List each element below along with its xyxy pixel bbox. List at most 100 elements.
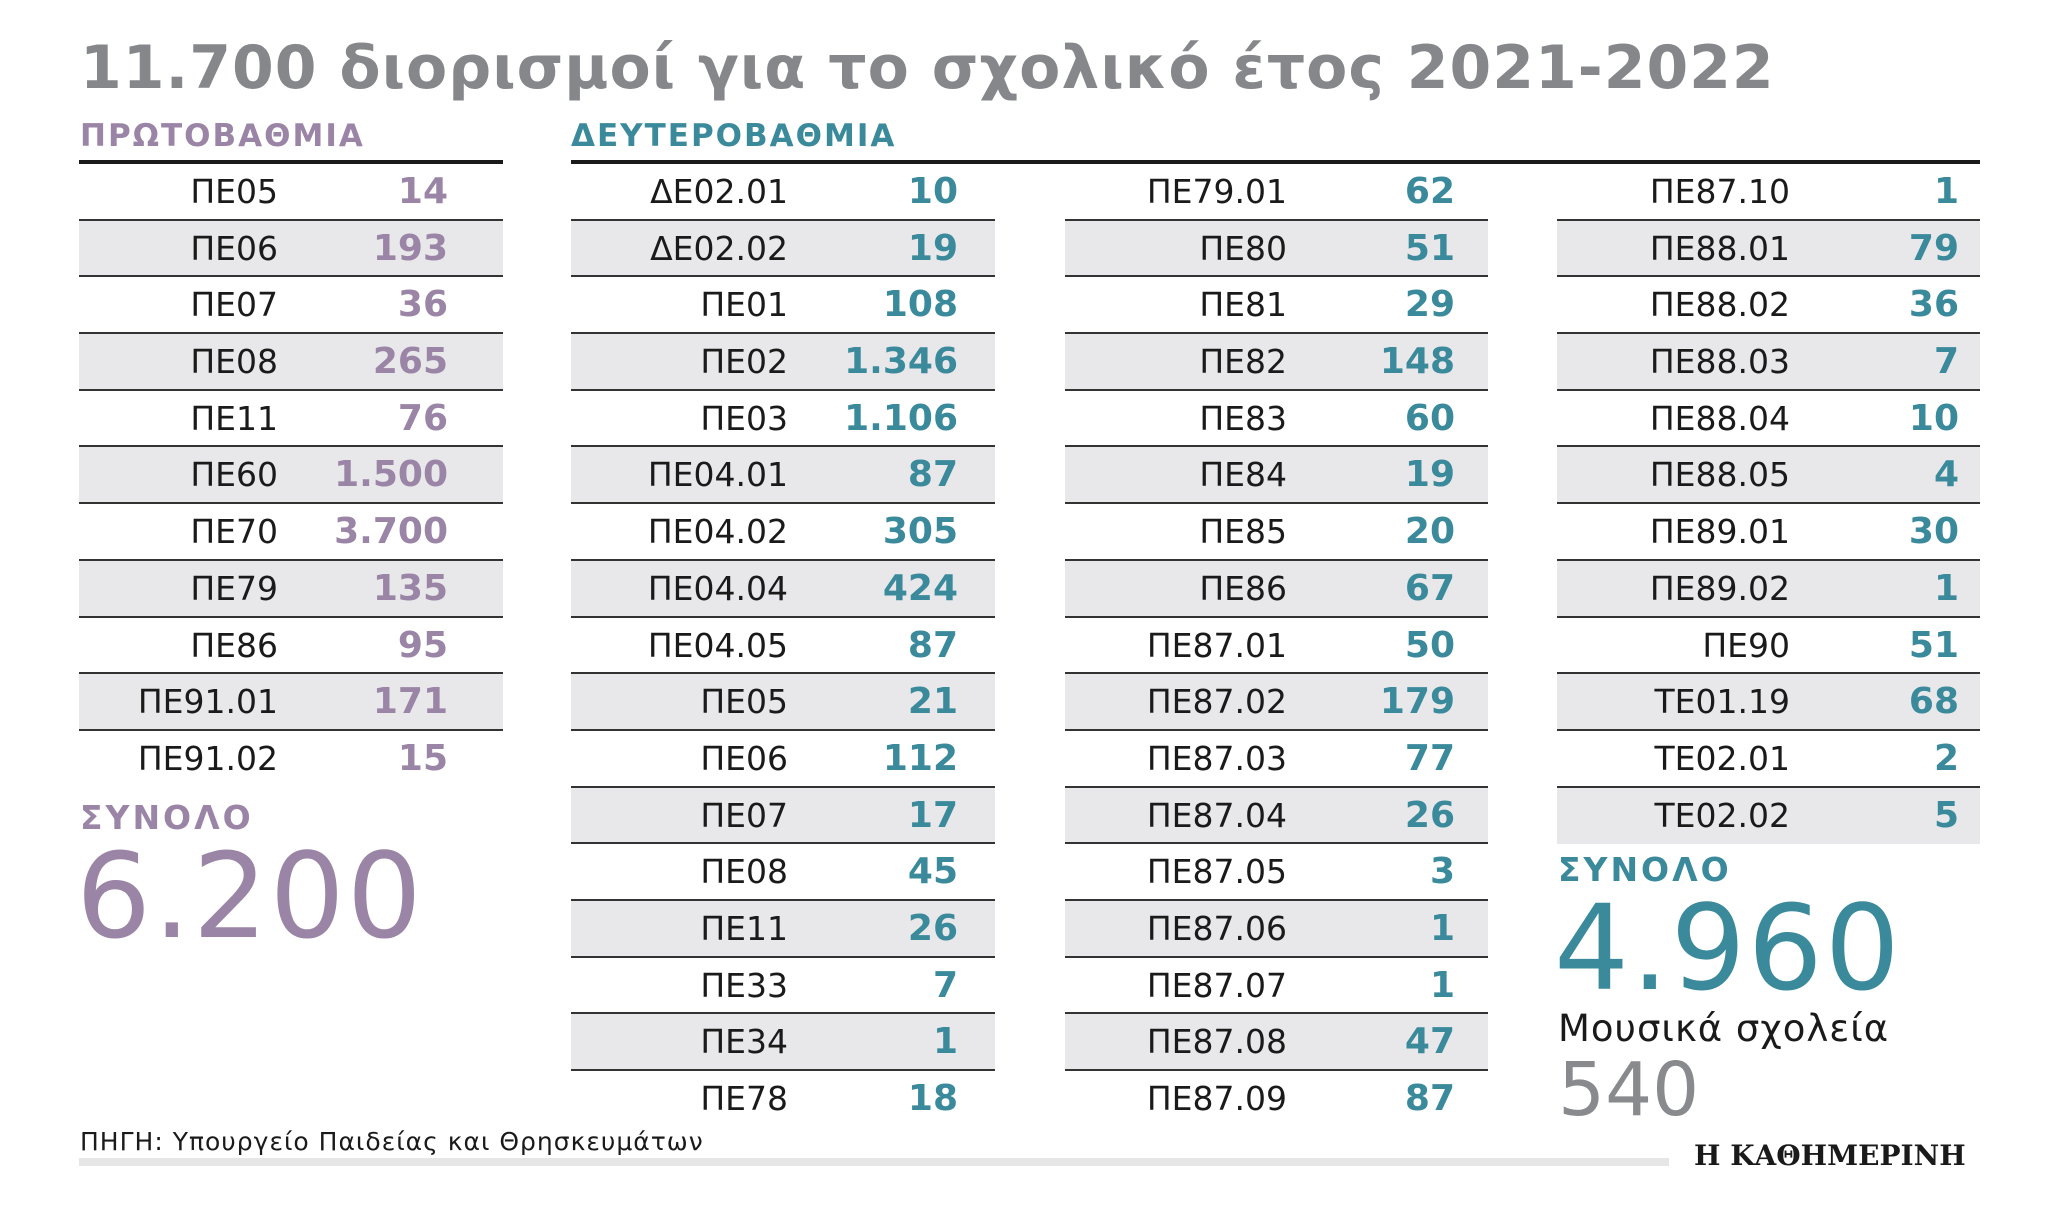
appointments-count: 15 (397, 737, 448, 779)
specialty-code: ΠΕ02 (700, 342, 788, 382)
specialty-code: ΠΕ87.07 (1146, 965, 1287, 1005)
table-row: ΠΕ34 1 (571, 1014, 995, 1071)
table-row: ΠΕ91.02 15 (79, 731, 503, 788)
specialty-code: ΠΕ83 (1199, 398, 1287, 438)
appointments-count: 19 (907, 227, 958, 269)
specialty-code: ΠΕ88.01 (1649, 228, 1790, 268)
table-row: ΠΕ70 3.700 (79, 504, 503, 561)
table-row: ΤΕ01.19 68 (1557, 674, 1980, 731)
table-row: ΠΕ06 193 (79, 220, 503, 278)
table-row: ΠΕ80 51 (1065, 220, 1488, 278)
specialty-code: ΠΕ01 (700, 285, 788, 325)
appointments-count: 10 (1908, 397, 1959, 439)
table-row: ΠΕ88.04 10 (1557, 391, 1980, 448)
specialty-code: ΠΕ87.09 (1146, 1079, 1287, 1118)
appointments-count: 68 (1908, 681, 1959, 723)
table-row: ΠΕ82 148 (1065, 334, 1488, 391)
table-row: ΠΕ33 7 (571, 958, 995, 1015)
table-row: ΠΕ86 95 (79, 618, 503, 675)
table-row: ΠΕ08 45 (571, 844, 995, 901)
specialty-code: ΠΕ89.01 (1649, 512, 1790, 552)
table-row: ΤΕ02.02 5 (1557, 787, 1980, 845)
specialty-code: ΠΕ87.06 (1146, 908, 1287, 948)
table-row: ΠΕ02 1.346 (571, 334, 995, 391)
appointments-count: 79 (1908, 227, 1959, 269)
specialty-code: ΠΕ79 (190, 568, 278, 608)
specialty-code: ΤΕ02.02 (1654, 795, 1790, 835)
specialty-code: ΠΕ85 (1199, 512, 1287, 552)
table-row: ΠΕ87.08 47 (1065, 1014, 1488, 1071)
table-row: ΠΕ85 20 (1065, 504, 1488, 561)
specialty-code: ΠΕ04.02 (647, 512, 788, 552)
specialty-code: ΠΕ87.03 (1146, 738, 1287, 778)
appointments-count: 47 (1404, 1021, 1455, 1063)
table-row: ΠΕ87.01 50 (1065, 618, 1488, 675)
page-title: 11.700 διορισμοί για το σχολικό έτος 202… (80, 33, 1775, 103)
appointments-count: 14 (397, 171, 448, 212)
appointments-count: 87 (907, 624, 958, 666)
appointments-count: 20 (1404, 511, 1455, 553)
specialty-code: ΤΕ02.01 (1654, 738, 1790, 778)
specialty-code: ΠΕ88.02 (1649, 285, 1790, 325)
music-schools-value: 540 (1558, 1047, 1700, 1133)
appointments-count: 265 (372, 341, 448, 383)
specialty-code: ΠΕ07 (190, 285, 278, 325)
specialty-code: ΠΕ80 (1199, 228, 1287, 268)
appointments-count: 7 (932, 964, 958, 1006)
specialty-code: ΠΕ05 (700, 682, 788, 722)
appointments-count: 305 (882, 511, 958, 553)
specialty-code: ΠΕ87.02 (1146, 682, 1287, 722)
specialty-code: ΠΕ34 (700, 1022, 788, 1062)
primary-total-label: ΣΥΝΟΛΟ (80, 798, 254, 837)
appointments-count: 76 (397, 397, 448, 439)
secondary-total-label: ΣΥΝΟΛΟ (1558, 850, 1732, 889)
appointments-count: 4 (1933, 454, 1959, 496)
specialty-code: ΔΕ02.01 (650, 172, 788, 211)
appointments-count: 179 (1379, 681, 1455, 723)
appointments-count: 3 (1429, 851, 1455, 893)
table-row: ΠΕ86 67 (1065, 560, 1488, 618)
table-row: ΠΕ81 29 (1065, 277, 1488, 335)
primary-rule (79, 160, 503, 164)
specialty-code: ΠΕ90 (1702, 625, 1790, 665)
appointments-count: 36 (1908, 284, 1959, 326)
footer-bar (79, 1158, 1669, 1166)
table-row: ΠΕ04.04 424 (571, 560, 995, 618)
appointments-count: 1.346 (844, 341, 958, 383)
table-secondary-2: ΠΕ79.01 62 ΠΕ80 51 ΠΕ81 29 ΠΕ82 148 ΠΕ83 60 ΠΕ84 19… (1065, 164, 1488, 1128)
specialty-code: ΠΕ88.03 (1649, 342, 1790, 382)
table-row: ΠΕ83 60 (1065, 391, 1488, 448)
appointments-count: 10 (907, 171, 958, 212)
appointments-count: 1 (1429, 964, 1455, 1006)
appointments-count: 108 (882, 284, 958, 326)
specialty-code: ΠΕ84 (1199, 455, 1287, 495)
table-row: ΔΕ02.01 10 (571, 164, 995, 221)
table-row: ΠΕ04.05 87 (571, 618, 995, 675)
specialty-code: ΠΕ06 (190, 228, 278, 268)
appointments-count: 5 (1933, 794, 1959, 836)
appointments-count: 1 (1933, 567, 1959, 609)
appointments-count: 17 (907, 794, 958, 836)
specialty-code: ΔΕ02.02 (650, 228, 788, 268)
table-row: ΠΕ87.09 87 (1065, 1071, 1488, 1128)
table-row: ΠΕ87.04 26 (1065, 787, 1488, 845)
specialty-code: ΠΕ70 (190, 512, 278, 552)
appointments-count: 30 (1908, 511, 1959, 553)
appointments-count: 45 (907, 851, 958, 893)
secondary-total-value: 4.960 (1554, 879, 1902, 1017)
table-row: ΠΕ05 14 (79, 164, 503, 221)
table-row: ΠΕ78 18 (571, 1071, 995, 1128)
appointments-count: 7 (1933, 341, 1959, 383)
table-row: ΠΕ79.01 62 (1065, 164, 1488, 221)
specialty-code: ΠΕ08 (190, 342, 278, 382)
music-schools-label: Μουσικά σχολεία (1558, 1007, 1890, 1050)
table-row: ΠΕ79 135 (79, 560, 503, 618)
appointments-count: 424 (882, 567, 958, 609)
appointments-count: 171 (372, 681, 448, 723)
table-row: ΠΕ07 36 (79, 277, 503, 335)
table-row: ΠΕ89.01 30 (1557, 504, 1980, 561)
table-row: ΠΕ87.03 77 (1065, 731, 1488, 788)
specialty-code: ΠΕ87.05 (1146, 852, 1287, 892)
primary-heading: ΠΡΩΤΟΒΑΘΜΙΑ (80, 118, 365, 154)
appointments-count: 26 (907, 907, 958, 949)
